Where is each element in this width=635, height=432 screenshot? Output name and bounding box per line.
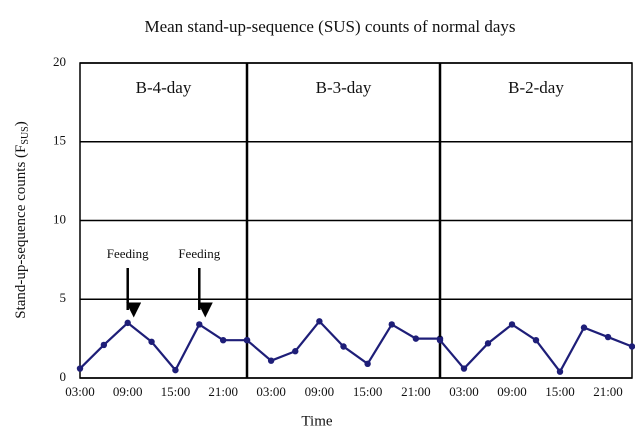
- data-point: [412, 335, 420, 342]
- y-axis-label-part: ): [13, 121, 29, 126]
- x-tick-label: 09:00: [497, 384, 527, 399]
- y-axis-label-part: Stand-up-sequence counts (F: [13, 145, 29, 319]
- data-point: [340, 343, 347, 350]
- data-point: [604, 333, 612, 341]
- data-point: [556, 368, 564, 375]
- x-tick-label: 21:00: [208, 384, 238, 399]
- data-point: [267, 357, 275, 364]
- data-point: [219, 337, 227, 344]
- x-tick-label: 15:00: [353, 384, 383, 399]
- data-point: [76, 365, 84, 372]
- y-tick-label: 10: [53, 211, 66, 226]
- x-tick-label: 21:00: [401, 384, 431, 399]
- x-axis-label: Time: [301, 413, 332, 429]
- data-point: [316, 318, 323, 325]
- annotation: Feeding: [178, 246, 220, 261]
- data-point: [460, 365, 468, 372]
- y-tick-label: 20: [53, 54, 66, 69]
- y-axis-label-sub: SUS: [20, 126, 31, 144]
- data-point: [580, 324, 588, 331]
- data-point: [628, 343, 635, 350]
- data-point: [196, 321, 203, 328]
- data-point: [388, 321, 395, 328]
- series-line: [246, 319, 440, 366]
- y-tick-label: 5: [60, 290, 67, 305]
- x-tick-label: 09:00: [113, 384, 143, 399]
- x-tick-label: 03:00: [449, 384, 479, 399]
- data-point: [292, 348, 299, 355]
- data-point: [148, 338, 155, 345]
- data-point: [100, 341, 108, 349]
- x-tick-label: 21:00: [593, 384, 623, 399]
- y-axis-label: Stand-up-sequence counts (FSUS): [13, 121, 31, 319]
- x-tick-label: 15:00: [161, 384, 191, 399]
- y-tick-label: 0: [60, 369, 67, 384]
- panel-label: B-4-day: [136, 78, 192, 97]
- x-tick-label: 03:00: [65, 384, 95, 399]
- data-point: [172, 366, 179, 374]
- data-point: [124, 319, 131, 327]
- data-point: [532, 337, 540, 344]
- series-line: [439, 323, 633, 374]
- data-point: [508, 321, 516, 328]
- panel-label: B-3-day: [316, 78, 372, 97]
- x-tick-label: 03:00: [256, 384, 286, 399]
- data-point: [436, 337, 444, 344]
- x-tick-label: 09:00: [305, 384, 335, 399]
- series-line: [79, 321, 247, 373]
- x-tick-label: 15:00: [545, 384, 575, 399]
- data-point: [364, 360, 371, 368]
- annotation: Feeding: [107, 246, 149, 261]
- y-tick-label: 15: [53, 133, 66, 148]
- data-point: [484, 340, 492, 347]
- panel-label: B-2-day: [508, 78, 564, 97]
- data-point: [243, 337, 251, 344]
- chart-title: Mean stand-up-sequence (SUS) counts of n…: [144, 17, 515, 36]
